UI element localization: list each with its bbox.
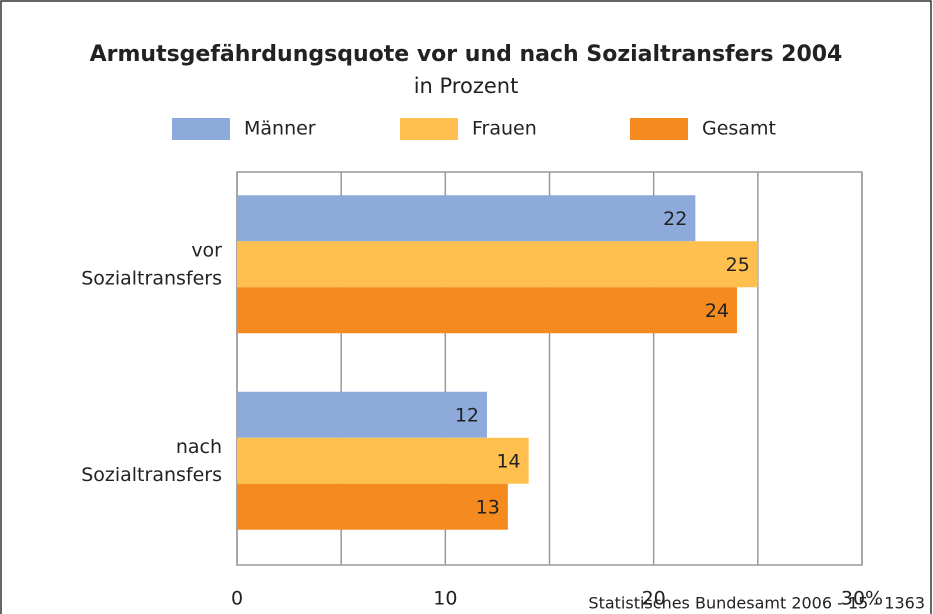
value-label: 24 (705, 300, 729, 322)
value-label: 13 (476, 496, 500, 518)
x-tick-label: 0 (231, 588, 243, 610)
value-label: 14 (496, 450, 520, 472)
value-label: 12 (455, 404, 479, 426)
chart-title: Armutsgefährdungsquote vor und nach Sozi… (90, 42, 843, 67)
bar (237, 437, 529, 484)
x-tick-label: 30% (841, 588, 883, 610)
legend-label: Männer (244, 118, 316, 140)
bar (237, 483, 508, 530)
legend-swatch (172, 118, 230, 140)
bar (237, 391, 487, 438)
legend-swatch (400, 118, 458, 140)
y-tick-label: nach Sozialtransfers (81, 435, 222, 485)
bar (237, 287, 737, 334)
value-label: 22 (663, 208, 687, 230)
x-tick-label: 10 (433, 588, 457, 610)
source: Statistisches Bundesamt 2006 - 15 - 1363 (588, 594, 925, 613)
bar (237, 241, 758, 288)
y-tick-label: vor Sozialtransfers (81, 239, 222, 289)
value-label: 25 (726, 254, 750, 276)
bar (237, 195, 696, 242)
legend-label: Frauen (472, 118, 537, 140)
legend-label: Gesamt (702, 118, 776, 140)
x-tick-label: 20 (642, 588, 666, 610)
legend-swatch (630, 118, 688, 140)
chart-subtitle: in Prozent (414, 74, 519, 98)
